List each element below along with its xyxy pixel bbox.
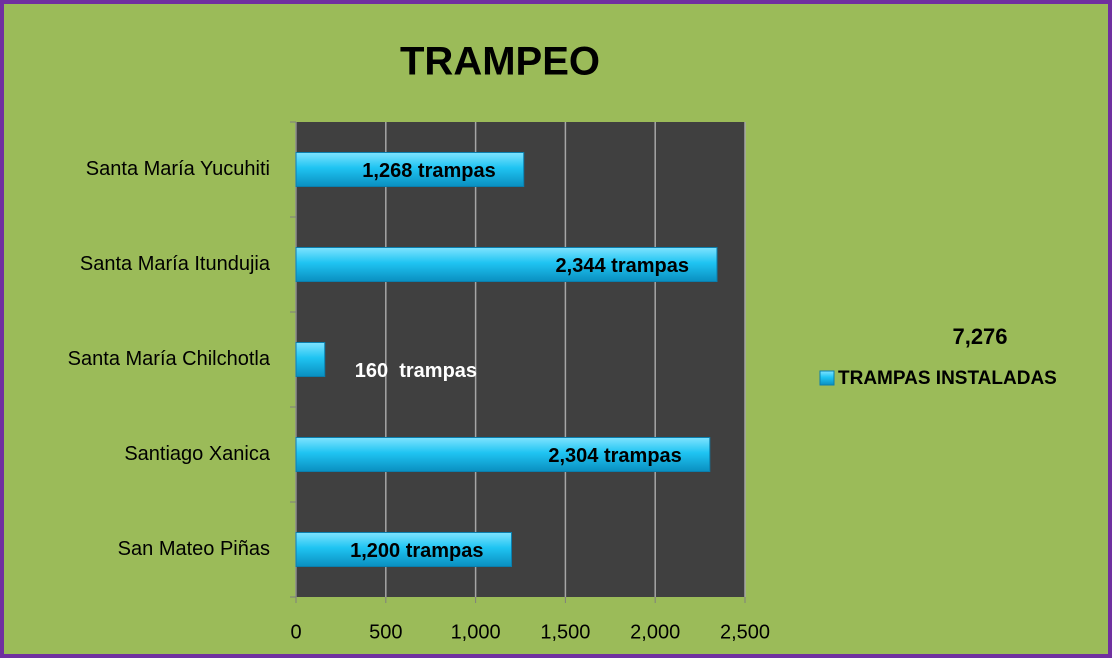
legend-label: TRAMPAS INSTALADAS <box>838 368 1057 389</box>
data-label: 2,304 trampas <box>548 445 681 467</box>
data-label: 1,200 trampas <box>350 540 483 562</box>
chart-title: TRAMPEO <box>400 40 600 84</box>
x-tick-label: 2,000 <box>630 621 680 643</box>
x-tick-label: 1,000 <box>451 621 501 643</box>
data-label: 2,344 trampas <box>556 255 689 277</box>
x-tick-label: 2,500 <box>720 621 770 643</box>
bar <box>295 152 525 187</box>
y-tick-label: Santiago Xanica <box>124 443 271 465</box>
plot-area <box>296 122 745 597</box>
bar <box>295 342 326 377</box>
data-label: 160 trampas <box>355 360 477 382</box>
y-tick-label: San Mateo Piñas <box>118 538 270 560</box>
x-tick-label: 500 <box>369 621 402 643</box>
y-tick-label: Santa María Itundujia <box>80 253 271 275</box>
x-tick-label: 1,500 <box>540 621 590 643</box>
annotation: 7,276 <box>952 324 1007 349</box>
y-tick-label: Santa María Chilchotla <box>68 348 271 370</box>
legend-swatch <box>819 370 835 386</box>
data-label: 1,268 trampas <box>362 160 495 182</box>
y-tick-label: Santa María Yucuhiti <box>86 158 270 180</box>
bar <box>295 437 711 472</box>
x-tick-label: 0 <box>290 621 301 643</box>
bar <box>295 532 513 567</box>
bar <box>295 247 718 282</box>
